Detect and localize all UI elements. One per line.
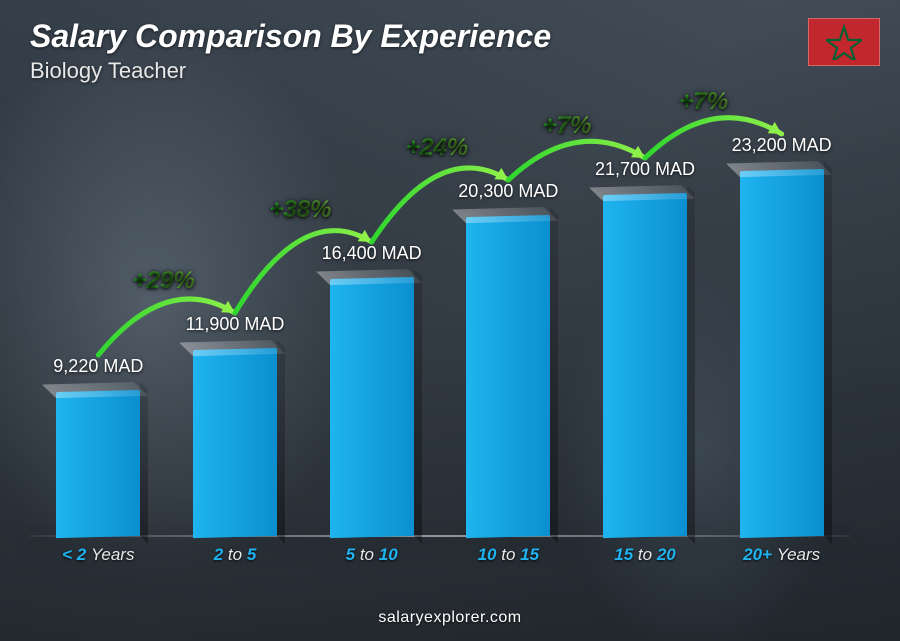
footer-attribution: salaryexplorer.com (0, 609, 900, 627)
bar-value-label: 9,220 MAD (23, 356, 173, 377)
growth-percent-label: +29% (133, 267, 195, 295)
bar (56, 390, 140, 538)
bar-category-label: < 2 Years (48, 545, 148, 565)
bar-category-label: 5 to 10 (322, 545, 422, 565)
growth-percent-label: +24% (406, 134, 468, 162)
bar (193, 348, 277, 538)
growth-arc (30, 100, 850, 561)
bar-value-label: 20,300 MAD (433, 181, 583, 202)
bar-category-label: 2 to 5 (185, 545, 285, 565)
infographic-stage: Salary Comparison By Experience Biology … (0, 0, 900, 641)
chart-subtitle: Biology Teacher (30, 58, 186, 84)
bar-category-label: 15 to 20 (595, 545, 695, 565)
bar-chart: 9,220 MAD< 2 Years11,900 MAD2 to 516,400… (30, 100, 850, 561)
bars-container: 9,220 MAD< 2 Years11,900 MAD2 to 516,400… (30, 100, 850, 561)
country-flag-morocco (808, 18, 880, 66)
growth-percent-label: +7% (679, 88, 728, 116)
growth-percent-label: +38% (269, 196, 331, 224)
bar-value-label: 23,200 MAD (707, 135, 857, 156)
bar-value-label: 11,900 MAD (160, 314, 310, 335)
bar-value-label: 16,400 MAD (297, 243, 447, 264)
growth-arc (30, 100, 850, 561)
growth-arc (30, 100, 850, 561)
bar (740, 169, 824, 538)
bar-value-label: 21,700 MAD (570, 159, 720, 180)
growth-arc (30, 100, 850, 561)
bar-category-label: 10 to 15 (458, 545, 558, 565)
bar-category-label: 20+ Years (732, 545, 832, 565)
growth-percent-label: +7% (543, 112, 592, 140)
chart-title: Salary Comparison By Experience (30, 18, 551, 55)
growth-arc (30, 100, 850, 561)
bar (330, 277, 414, 538)
flag-star-icon (826, 24, 862, 60)
bar (603, 193, 687, 538)
bar (466, 215, 550, 538)
